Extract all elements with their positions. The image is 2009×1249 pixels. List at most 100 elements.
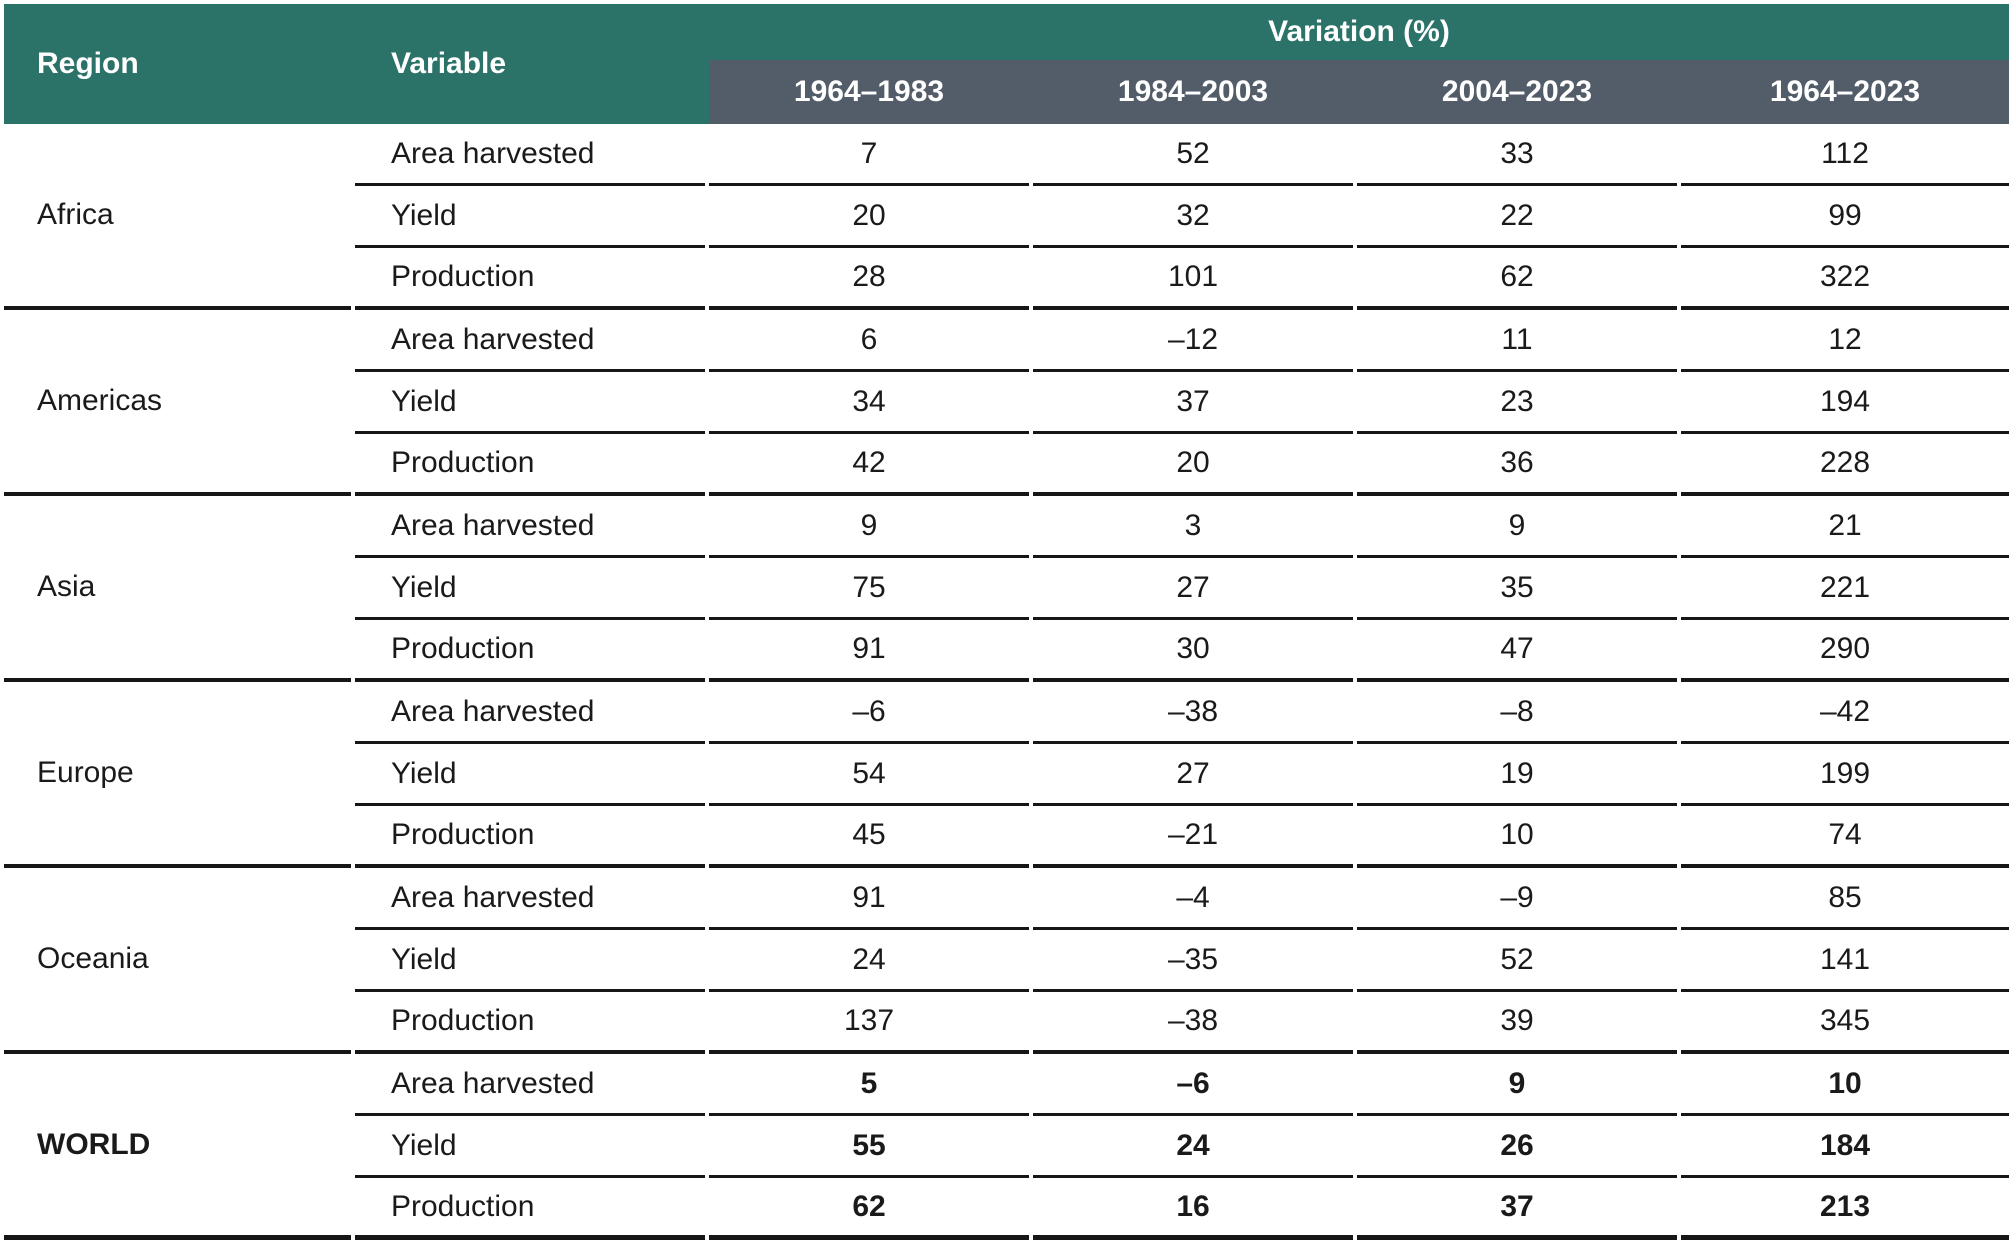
value-cell: 7	[709, 124, 1029, 186]
value-cell: 52	[1357, 930, 1677, 992]
value-cell: 36	[1357, 434, 1677, 496]
value-cell: –21	[1033, 806, 1353, 868]
value-cell: 35	[1357, 558, 1677, 620]
region-group: WORLD Area harvested 5 –6 9 10 Yield 55 24 26 184…	[4, 1054, 2009, 1240]
value-cell: –38	[1033, 992, 1353, 1054]
value-cell: 33	[1357, 124, 1677, 186]
value-cell: 34	[709, 372, 1029, 434]
value-cell: 10	[1357, 806, 1677, 868]
value-cell: 345	[1681, 992, 2009, 1054]
region-group: Americas Area harvested 6 –12 11 12 Yield 34 37…	[4, 310, 2009, 496]
region-cell: Oceania	[4, 868, 351, 1054]
value-cell: 322	[1681, 248, 2009, 310]
variable-cell: Area harvested	[355, 682, 705, 744]
col-header-variation: Variation (%)	[1268, 15, 1450, 48]
value-cell: 30	[1033, 620, 1353, 682]
variable-cell: Yield	[355, 186, 705, 248]
value-cell: 52	[1033, 124, 1353, 186]
value-cell: –35	[1033, 930, 1353, 992]
col-header-variable: Variable	[391, 47, 507, 80]
value-cell: 45	[709, 806, 1029, 868]
value-cell: –9	[1357, 868, 1677, 930]
value-cell: 21	[1681, 496, 2009, 558]
value-cell: 37	[1357, 1178, 1677, 1240]
value-cell: –6	[1033, 1054, 1353, 1116]
value-cell: 62	[1357, 248, 1677, 310]
value-cell: 32	[1033, 186, 1353, 248]
value-cell: 54	[709, 744, 1029, 806]
variable-cell: Area harvested	[355, 124, 705, 186]
value-cell: 39	[1357, 992, 1677, 1054]
variable-cell: Production	[355, 620, 705, 682]
value-cell: 10	[1681, 1054, 2009, 1116]
value-cell: 228	[1681, 434, 2009, 496]
variable-cell: Area harvested	[355, 496, 705, 558]
value-cell: 221	[1681, 558, 2009, 620]
region-group: Asia Area harvested 9 3 9 21 Yield 75 27 35 221 Pr…	[4, 496, 2009, 682]
value-cell: 194	[1681, 372, 2009, 434]
period-header: 2004–2023	[1441, 75, 1593, 108]
value-cell: 47	[1357, 620, 1677, 682]
region-cell: WORLD	[4, 1054, 351, 1240]
value-cell: 74	[1681, 806, 2009, 868]
variable-cell: Yield	[355, 558, 705, 620]
value-cell: 20	[1033, 434, 1353, 496]
value-cell: 55	[709, 1116, 1029, 1178]
value-cell: 6	[709, 310, 1029, 372]
variable-cell: Production	[355, 806, 705, 868]
value-cell: 101	[1033, 248, 1353, 310]
value-cell: 16	[1033, 1178, 1353, 1240]
value-cell: 213	[1681, 1178, 2009, 1240]
value-cell: 85	[1681, 868, 2009, 930]
value-cell: 141	[1681, 930, 2009, 992]
value-cell: 91	[709, 868, 1029, 930]
region-cell: Asia	[4, 496, 351, 682]
value-cell: –8	[1357, 682, 1677, 744]
region-cell: Europe	[4, 682, 351, 868]
value-cell: 3	[1033, 496, 1353, 558]
value-cell: 75	[709, 558, 1029, 620]
value-cell: 22	[1357, 186, 1677, 248]
value-cell: 26	[1357, 1116, 1677, 1178]
variable-cell: Yield	[355, 744, 705, 806]
value-cell: 12	[1681, 310, 2009, 372]
period-header: 1964–1983	[793, 75, 945, 108]
value-cell: –42	[1681, 682, 2009, 744]
value-cell: 9	[1357, 496, 1677, 558]
region-group: Africa Area harvested 7 52 33 112 Yield 20 32 22…	[4, 124, 2009, 310]
value-cell: 27	[1033, 744, 1353, 806]
variable-cell: Production	[355, 434, 705, 496]
value-cell: 99	[1681, 186, 2009, 248]
table-body: Africa Area harvested 7 52 33 112 Yield 20 32 22…	[4, 124, 2009, 1240]
value-cell: 290	[1681, 620, 2009, 682]
value-cell: –4	[1033, 868, 1353, 930]
col-header-region: Region	[37, 47, 139, 80]
value-cell: 184	[1681, 1116, 2009, 1178]
value-cell: –38	[1033, 682, 1353, 744]
variable-cell: Production	[355, 1178, 705, 1240]
value-cell: 42	[709, 434, 1029, 496]
value-cell: 20	[709, 186, 1029, 248]
variation-table: Region Variable Variation (%) 1964–1983 …	[4, 4, 2009, 1240]
value-cell: –12	[1033, 310, 1353, 372]
value-cell: 91	[709, 620, 1029, 682]
value-cell: 23	[1357, 372, 1677, 434]
value-cell: 62	[709, 1178, 1029, 1240]
period-subheader: 1964–1983 1984–2003 2004–2023 1964–2023	[709, 60, 2009, 124]
period-header: 1984–2003	[1117, 75, 1269, 108]
value-cell: 9	[1357, 1054, 1677, 1116]
variable-cell: Production	[355, 248, 705, 310]
value-cell: 27	[1033, 558, 1353, 620]
value-cell: 19	[1357, 744, 1677, 806]
value-cell: 112	[1681, 124, 2009, 186]
variable-cell: Yield	[355, 1116, 705, 1178]
value-cell: 11	[1357, 310, 1677, 372]
value-cell: 37	[1033, 372, 1353, 434]
value-cell: 24	[709, 930, 1029, 992]
value-cell: 9	[709, 496, 1029, 558]
value-cell: 137	[709, 992, 1029, 1054]
value-cell: 5	[709, 1054, 1029, 1116]
variable-cell: Area harvested	[355, 1054, 705, 1116]
variable-cell: Area harvested	[355, 310, 705, 372]
region-cell: Americas	[4, 310, 351, 496]
